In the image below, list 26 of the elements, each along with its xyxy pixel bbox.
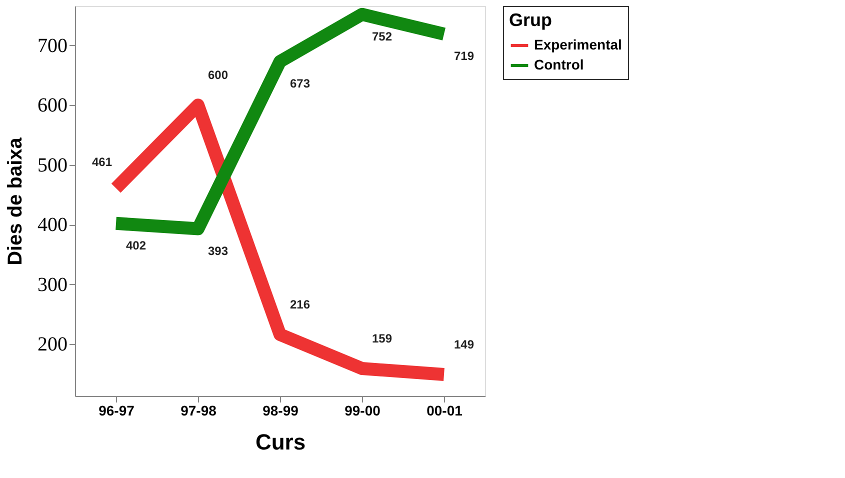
data-label: 461 [92,155,112,170]
x-tick-label: 96-97 [98,402,135,418]
data-label: 752 [372,29,392,44]
legend-title: Grup [509,10,552,30]
x-tick-label: 99-00 [344,402,381,418]
x-tick-label: 98-99 [262,402,299,418]
y-tick-label: 400 [38,214,68,236]
x-tick-label: 00-01 [426,402,463,418]
x-axis-title: Curs [255,430,306,454]
data-label: 393 [208,244,228,258]
data-label: 719 [454,49,474,64]
y-tick-label: 200 [38,334,68,356]
data-label: 600 [208,68,228,82]
data-label: 149 [454,338,474,352]
legend-label: Experimental [534,36,622,52]
data-label: 673 [290,76,310,91]
data-label: 159 [372,332,392,346]
x-tick-label: 97-98 [180,402,217,418]
data-label: 216 [290,297,310,312]
data-label: 402 [126,238,146,252]
y-axis-title: Dies de baixa [4,136,26,266]
y-tick-label: 500 [38,154,68,176]
y-tick-label: 300 [38,274,68,296]
y-tick-label: 600 [38,94,68,117]
y-tick-label: 700 [38,34,68,57]
legend-label: Control [534,56,584,72]
